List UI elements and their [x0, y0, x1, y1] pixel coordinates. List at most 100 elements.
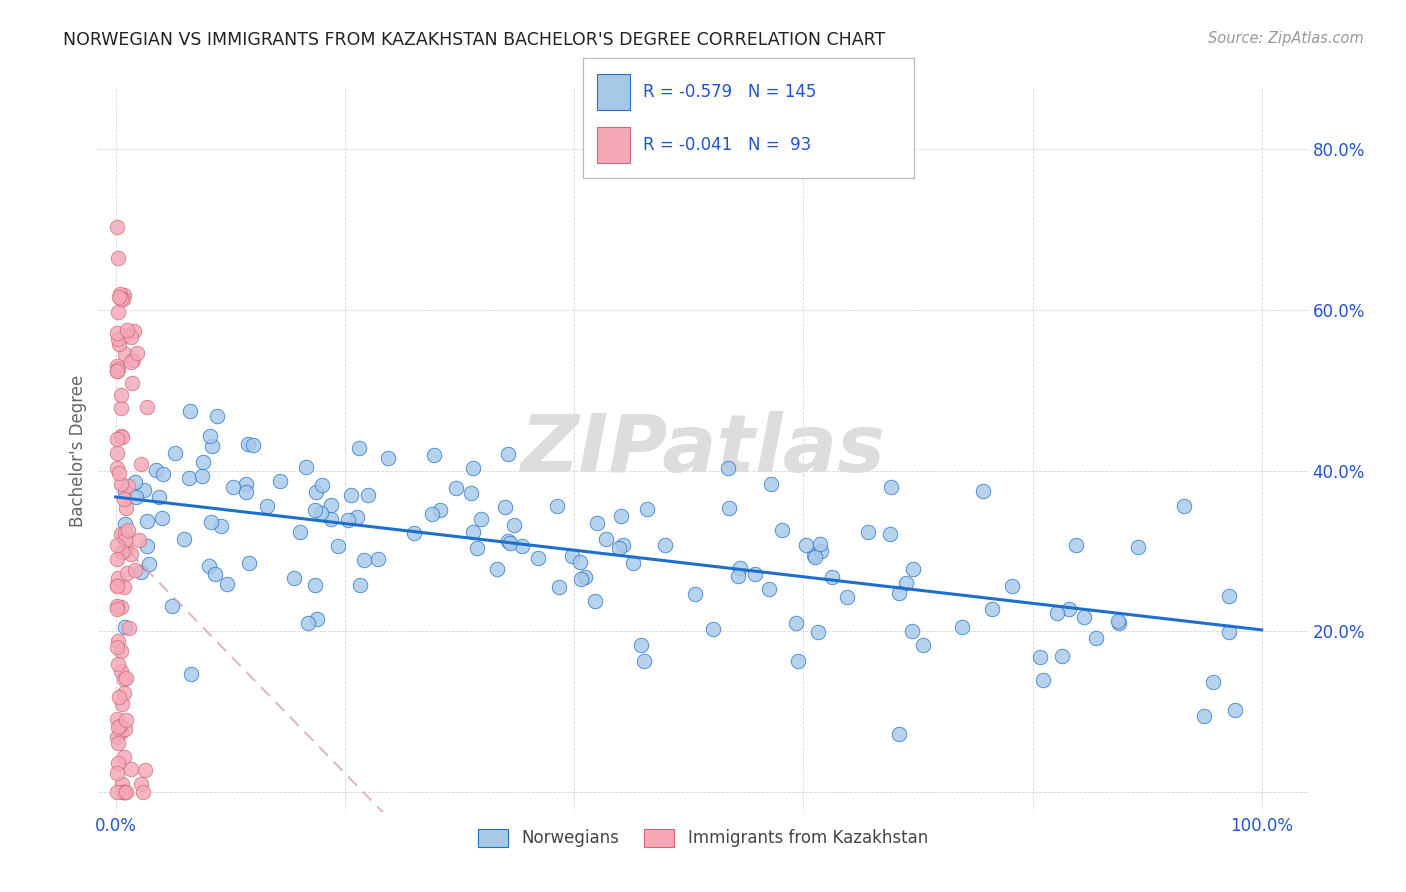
- Point: [145, 463, 167, 477]
- Point: [110, 429, 132, 443]
- Point: [574, 570, 596, 584]
- Point: [107, 361, 129, 376]
- Point: [110, 599, 132, 614]
- Point: [108, 286, 131, 301]
- Point: [111, 291, 134, 305]
- Point: [136, 514, 159, 528]
- Legend: Norwegians, Immigrants from Kazakhstan: Norwegians, Immigrants from Kazakhstan: [471, 822, 935, 854]
- Point: [120, 329, 142, 343]
- Point: [191, 455, 214, 469]
- Point: [112, 580, 135, 594]
- Point: [114, 533, 136, 548]
- Point: [179, 470, 201, 484]
- Point: [499, 536, 522, 550]
- Point: [136, 540, 159, 554]
- Point: [105, 220, 128, 235]
- Point: [107, 305, 129, 319]
- Point: [114, 501, 136, 516]
- Point: [105, 599, 128, 614]
- Point: [1084, 631, 1107, 645]
- Point: [114, 785, 136, 799]
- Point: [134, 763, 156, 777]
- Point: [107, 756, 129, 771]
- Point: [205, 409, 228, 423]
- Point: [636, 501, 658, 516]
- Point: [759, 476, 782, 491]
- Point: [1050, 649, 1073, 664]
- Point: [470, 511, 492, 525]
- Point: [1128, 541, 1150, 555]
- Point: [744, 567, 766, 582]
- Point: [607, 541, 630, 555]
- Point: [114, 526, 136, 541]
- Point: [114, 785, 136, 799]
- Point: [129, 565, 152, 579]
- Point: [125, 491, 148, 505]
- Point: [124, 563, 146, 577]
- Point: [114, 785, 136, 799]
- Point: [1057, 601, 1080, 615]
- Point: [105, 461, 128, 475]
- Point: [107, 657, 129, 671]
- Point: [236, 437, 259, 451]
- Point: [112, 492, 135, 507]
- Point: [758, 582, 780, 596]
- Point: [794, 538, 817, 552]
- Point: [105, 538, 128, 552]
- Point: [135, 401, 157, 415]
- Point: [110, 664, 132, 678]
- Point: [486, 562, 509, 576]
- Point: [683, 587, 706, 601]
- Point: [110, 527, 132, 541]
- Point: [107, 712, 129, 726]
- Point: [461, 524, 484, 539]
- Point: [561, 549, 583, 564]
- Point: [110, 644, 132, 658]
- Point: [1029, 650, 1052, 665]
- Point: [621, 556, 644, 570]
- Point: [112, 287, 135, 301]
- Point: [105, 364, 128, 378]
- Point: [304, 503, 326, 517]
- Point: [494, 500, 516, 514]
- Point: [148, 490, 170, 504]
- Point: [1073, 609, 1095, 624]
- Point: [547, 580, 569, 594]
- Point: [889, 727, 911, 741]
- Point: [201, 439, 224, 453]
- Point: [256, 499, 278, 513]
- Point: [309, 506, 332, 520]
- Point: [242, 437, 264, 451]
- Point: [138, 557, 160, 571]
- Point: [321, 498, 343, 512]
- Point: [319, 512, 342, 526]
- Point: [107, 359, 129, 373]
- Point: [465, 541, 488, 556]
- Point: [111, 777, 134, 791]
- Point: [110, 388, 132, 402]
- Point: [238, 557, 260, 571]
- Point: [107, 736, 129, 750]
- Point: [108, 336, 131, 351]
- Point: [901, 624, 924, 639]
- Point: [222, 480, 245, 494]
- Point: [804, 550, 827, 565]
- Point: [1223, 703, 1246, 717]
- Point: [420, 508, 443, 522]
- Point: [894, 576, 917, 591]
- Point: [112, 785, 135, 799]
- Point: [879, 527, 901, 541]
- Point: [461, 460, 484, 475]
- Point: [150, 511, 173, 525]
- Point: [429, 503, 451, 517]
- Point: [110, 401, 132, 415]
- Point: [111, 785, 134, 799]
- Point: [502, 517, 524, 532]
- Point: [112, 544, 135, 558]
- Point: [612, 538, 634, 552]
- Point: [115, 671, 138, 685]
- Point: [1218, 589, 1240, 603]
- Point: [880, 480, 903, 494]
- Point: [305, 612, 328, 626]
- Point: [112, 293, 135, 307]
